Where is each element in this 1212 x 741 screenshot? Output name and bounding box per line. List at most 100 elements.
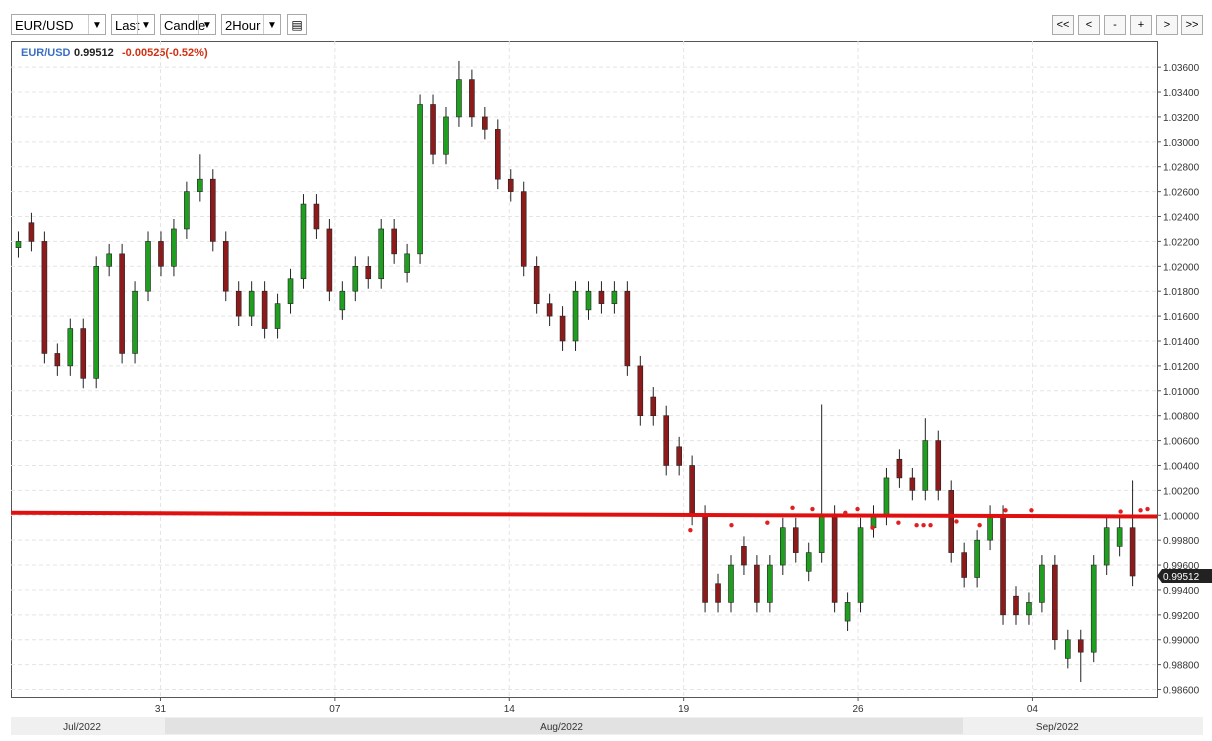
signal-dot bbox=[1138, 508, 1143, 513]
dropdown-arrow: ▼ bbox=[137, 15, 154, 34]
candle-body bbox=[1116, 527, 1123, 547]
y-tick-label: 1.01600 bbox=[1163, 312, 1200, 323]
style-select[interactable]: Candle ▼ bbox=[160, 14, 216, 35]
candle-body bbox=[507, 178, 514, 192]
candle-body bbox=[1129, 527, 1136, 577]
y-tick-label: 0.99000 bbox=[1163, 636, 1200, 647]
signal-dot bbox=[921, 523, 926, 528]
y-tick-label: 0.99600 bbox=[1163, 561, 1200, 572]
candle-body bbox=[1065, 639, 1071, 659]
candle-body bbox=[274, 303, 281, 329]
candle-body bbox=[1000, 514, 1006, 616]
candle-body bbox=[857, 527, 864, 603]
candle-body bbox=[365, 266, 372, 280]
candle-body bbox=[611, 290, 618, 304]
candle-body bbox=[67, 328, 74, 367]
y-tick-label: 0.99800 bbox=[1163, 536, 1200, 547]
month-label: Sep/2022 bbox=[1036, 722, 1079, 733]
candle-body bbox=[728, 564, 734, 603]
field-select[interactable]: Last ▼ bbox=[111, 14, 155, 35]
plot-area bbox=[11, 41, 1158, 698]
signal-dot bbox=[914, 523, 919, 528]
nav-button[interactable]: + bbox=[1130, 15, 1152, 35]
candle-body bbox=[533, 266, 540, 304]
candle-body bbox=[339, 290, 346, 311]
candle-body bbox=[28, 222, 35, 242]
nav-button[interactable]: > bbox=[1156, 15, 1178, 35]
candle-body bbox=[93, 266, 100, 379]
symbol-select[interactable]: EUR/USD ▼ bbox=[11, 14, 106, 35]
candle-body bbox=[935, 440, 942, 491]
settings-button[interactable]: ▤ bbox=[287, 14, 307, 35]
nav-button[interactable]: - bbox=[1104, 15, 1126, 35]
candle-body bbox=[559, 315, 566, 342]
y-tick-label: 1.02200 bbox=[1163, 237, 1200, 248]
candle-body bbox=[287, 278, 294, 304]
candle-body bbox=[572, 290, 579, 342]
candle-body bbox=[741, 546, 747, 566]
scrollbar-track bbox=[11, 717, 1203, 735]
candle-body bbox=[1103, 527, 1110, 566]
candle-body bbox=[1090, 564, 1097, 653]
candle-body bbox=[391, 228, 397, 255]
y-tick-label: 1.00200 bbox=[1163, 486, 1200, 497]
y-tick-label: 1.02400 bbox=[1163, 213, 1200, 224]
signal-dot bbox=[855, 506, 860, 512]
y-tick-label: 1.02600 bbox=[1163, 188, 1200, 199]
signal-dot bbox=[810, 506, 815, 512]
candle-body bbox=[1052, 564, 1058, 641]
y-tick-label: 1.03600 bbox=[1163, 63, 1200, 74]
y-tick-label: 1.02000 bbox=[1163, 262, 1200, 273]
nav-button[interactable]: << bbox=[1052, 15, 1074, 35]
candle-body bbox=[870, 514, 877, 529]
candle-body bbox=[482, 116, 488, 130]
signal-dot bbox=[896, 520, 901, 525]
candle-body bbox=[974, 539, 980, 578]
y-tick-label: 1.00000 bbox=[1163, 511, 1200, 522]
candle-body bbox=[818, 514, 825, 553]
signal-dot bbox=[1145, 506, 1150, 512]
signal-dot bbox=[729, 523, 734, 528]
candle-body bbox=[222, 241, 229, 292]
last-price-label: 0.99512 bbox=[1163, 572, 1200, 583]
trend-line bbox=[10, 510, 1158, 519]
legend-price: 0.99512 bbox=[74, 47, 114, 59]
candle-body bbox=[676, 446, 682, 466]
candle-body bbox=[248, 290, 255, 317]
candle-body bbox=[1013, 595, 1019, 616]
candle-body bbox=[663, 415, 670, 466]
candle-body bbox=[844, 602, 851, 622]
y-tick-label: 1.00600 bbox=[1163, 437, 1200, 448]
candle-body bbox=[378, 228, 385, 280]
candle-body bbox=[585, 290, 592, 311]
candle-body bbox=[404, 253, 410, 273]
nav-button[interactable]: >> bbox=[1181, 15, 1203, 35]
dropdown-arrow: ▼ bbox=[198, 15, 215, 34]
candle-body bbox=[326, 228, 333, 292]
candle-body bbox=[689, 465, 695, 516]
candle-body bbox=[1077, 639, 1084, 653]
candle-body bbox=[1039, 564, 1045, 603]
signal-dot bbox=[977, 523, 982, 528]
candle-body bbox=[106, 253, 112, 267]
y-tick-label: 1.01800 bbox=[1163, 287, 1200, 298]
candle-body bbox=[54, 353, 61, 367]
candle-body bbox=[80, 328, 87, 379]
candle-body bbox=[922, 440, 929, 491]
y-tick-label: 1.01400 bbox=[1163, 337, 1200, 348]
nav-button[interactable]: < bbox=[1078, 15, 1100, 35]
x-tick-label: 31 bbox=[155, 704, 167, 715]
candle-body bbox=[805, 552, 812, 572]
candle-body bbox=[896, 458, 903, 479]
signal-dot bbox=[1003, 508, 1008, 513]
signal-dot bbox=[688, 527, 693, 533]
candle-body bbox=[430, 104, 436, 155]
candle-body bbox=[598, 290, 605, 304]
candle-body bbox=[792, 527, 799, 553]
candle-body bbox=[171, 228, 177, 267]
candle-body bbox=[119, 253, 125, 354]
interval: 2Hour bbox=[225, 18, 261, 33]
candle-body bbox=[909, 477, 916, 491]
interval-select[interactable]: 2Hour ▼ bbox=[221, 14, 281, 35]
